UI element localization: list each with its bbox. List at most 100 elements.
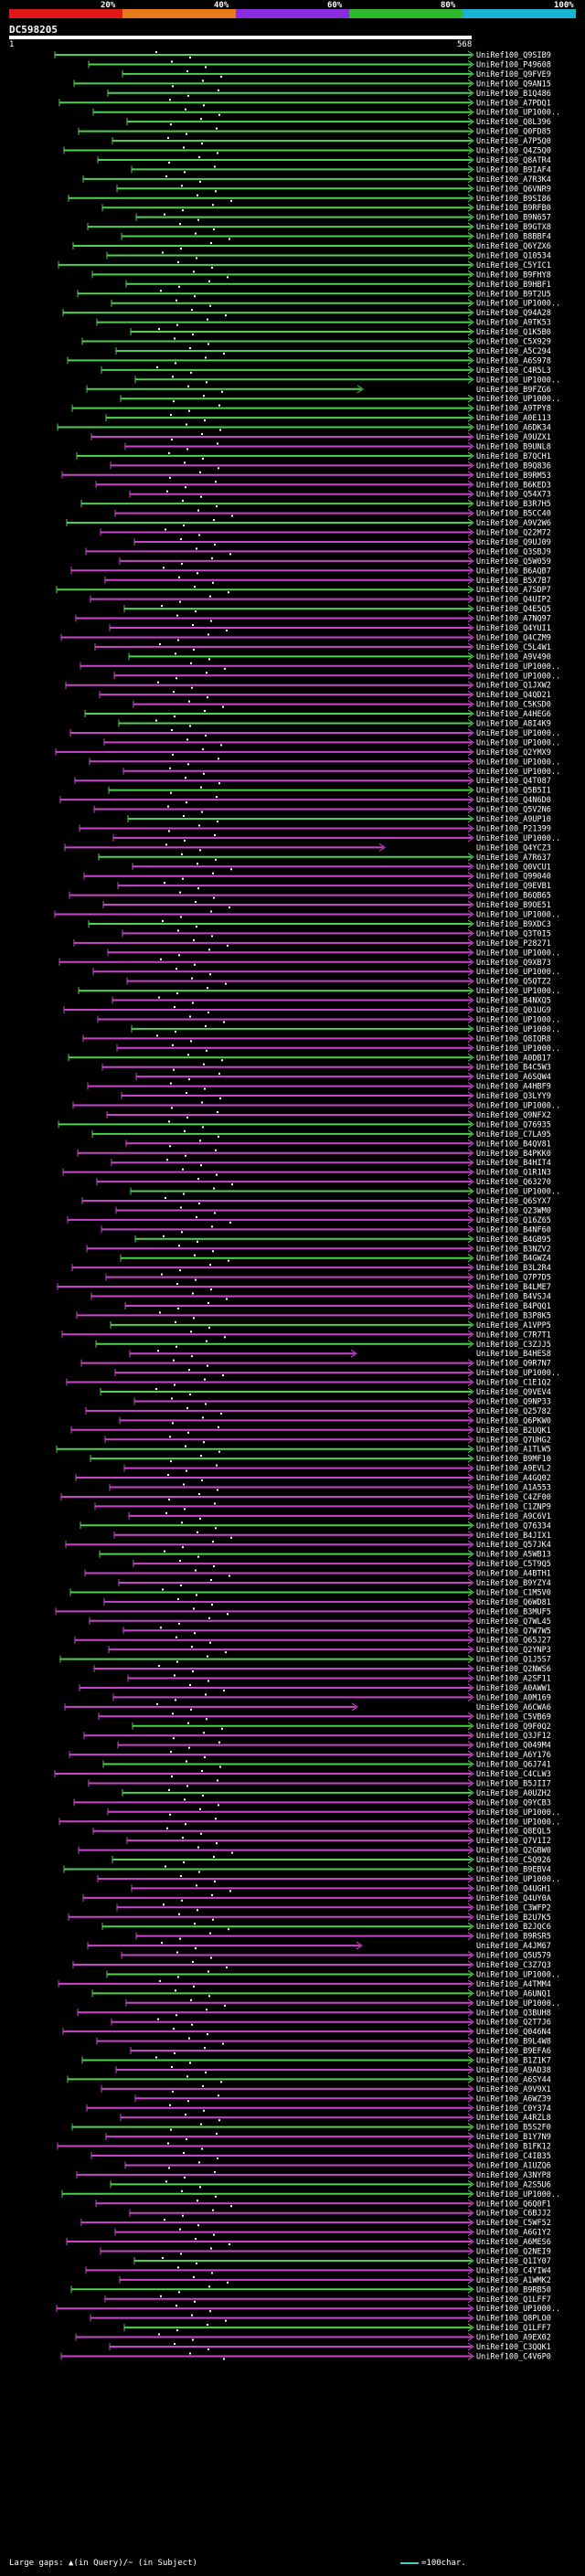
hit-row[interactable]: UniRef100_B4C5W3 — [101, 1063, 551, 1073]
hit-row[interactable]: UniRef100_UP1000.. — [107, 948, 560, 958]
hit-row[interactable]: UniRef100_B3L2R4 — [71, 1263, 551, 1273]
hit-row[interactable]: UniRef100_Q4YCZ3 — [64, 843, 551, 853]
hit-row[interactable]: UniRef100_C0Y374 — [86, 2104, 551, 2114]
hit-row[interactable]: UniRef100_Q0VCU1 — [132, 862, 551, 872]
hit-row[interactable]: UniRef100_B9OE51 — [102, 900, 551, 910]
hit-row[interactable]: UniRef100_P28271 — [73, 938, 551, 949]
hit-row[interactable]: UniRef100_Q8ATR4 — [97, 155, 551, 165]
hit-row[interactable]: UniRef100_UP1000.. — [56, 2304, 560, 2314]
hit-row[interactable]: UniRef100_C3QQK1 — [109, 2342, 551, 2352]
hit-row[interactable]: UniRef100_C5L4W1 — [94, 642, 551, 652]
hit-row[interactable]: UniRef100_C4R5L3 — [101, 366, 551, 376]
hit-row[interactable]: UniRef100_A4HEG6 — [84, 709, 551, 719]
hit-row[interactable]: UniRef100_Q0FD85 — [78, 127, 551, 137]
hit-row[interactable]: UniRef100_B4QV81 — [125, 1139, 551, 1149]
hit-row[interactable]: UniRef100_C4YIW4 — [85, 2265, 551, 2275]
hit-row[interactable]: UniRef100_A4HBF9 — [87, 1082, 551, 1092]
hit-row[interactable]: UniRef100_Q5QTZ2 — [126, 977, 551, 987]
hit-row[interactable]: UniRef100_Q6VNR9 — [116, 184, 551, 194]
hit-row[interactable]: UniRef100_A9UZX1 — [90, 432, 551, 442]
hit-row[interactable]: UniRef100_A7P5Q0 — [112, 136, 551, 146]
hit-row[interactable]: UniRef100_Q23WM0 — [115, 1206, 551, 1215]
hit-row[interactable]: UniRef100_Q4UIP2 — [90, 595, 551, 605]
hit-row[interactable]: UniRef100_C7R7T1 — [61, 1330, 551, 1340]
hit-row[interactable]: UniRef100_A4RZL8 — [120, 2113, 551, 2123]
hit-row[interactable]: UniRef100_UP1000.. — [106, 1970, 560, 1979]
hit-row[interactable]: UniRef100_Q5V2N6 — [93, 805, 551, 815]
hit-row[interactable]: UniRef100_B9GTX8 — [87, 222, 551, 232]
hit-row[interactable]: UniRef100_C3WFP2 — [116, 1903, 551, 1913]
hit-row[interactable]: UniRef100_B3R7H5 — [80, 499, 551, 509]
hit-row[interactable]: UniRef100_B1Y7N9 — [105, 2132, 551, 2142]
hit-row[interactable]: UniRef100_Q7W7W5 — [122, 1626, 551, 1636]
hit-row[interactable]: UniRef100_Q54X73 — [129, 490, 551, 500]
hit-row[interactable]: UniRef100_A8I4K9 — [118, 719, 551, 729]
hit-row[interactable]: UniRef100_A0M169 — [112, 1692, 551, 1702]
hit-row[interactable]: UniRef100_A7NQ97 — [75, 614, 551, 624]
hit-row[interactable]: UniRef100_B9FHY8 — [91, 270, 551, 280]
hit-row[interactable]: UniRef100_C4ZF00 — [60, 1492, 551, 1502]
hit-row[interactable]: UniRef100_A7SDP7 — [56, 585, 551, 595]
hit-row[interactable]: UniRef100_B4HES8 — [129, 1349, 551, 1359]
hit-row[interactable]: UniRef100_A4GQ02 — [75, 1473, 551, 1483]
hit-row[interactable]: UniRef100_B9EFA6 — [130, 2046, 551, 2056]
hit-row[interactable]: UniRef100_B9RSR5 — [135, 1932, 551, 1942]
hit-row[interactable]: UniRef100_A1UZQ6 — [124, 2161, 551, 2170]
hit-row[interactable]: UniRef100_UP1000.. — [92, 108, 560, 118]
hit-row[interactable]: UniRef100_Q1LFF7 — [104, 2295, 551, 2305]
hit-row[interactable]: UniRef100_Q1J5S7 — [59, 1655, 551, 1665]
hit-row[interactable]: UniRef100_Q6SYX7 — [81, 1196, 551, 1206]
hit-row[interactable]: UniRef100_Q1IY07 — [133, 2256, 551, 2266]
hit-row[interactable]: UniRef100_Q94A28 — [62, 308, 551, 318]
hit-row[interactable]: UniRef100_UP1000.. — [131, 1024, 560, 1034]
hit-row[interactable]: UniRef100_UP1000.. — [72, 1101, 560, 1111]
hit-row[interactable]: UniRef100_B7QCH1 — [76, 451, 551, 461]
hit-row[interactable]: UniRef100_A9TPY8 — [71, 404, 551, 414]
hit-row[interactable]: UniRef100_B9YZY4 — [118, 1578, 551, 1588]
hit-row[interactable]: UniRef100_A9TK53 — [96, 318, 551, 328]
hit-row[interactable]: UniRef100_B9EBV4 — [63, 1865, 551, 1875]
hit-row[interactable]: UniRef100_A9C6V1 — [128, 1511, 551, 1521]
hit-row[interactable]: UniRef100_UP1000.. — [92, 967, 560, 977]
hit-row[interactable]: UniRef100_Q2YMX9 — [55, 747, 551, 758]
hit-row[interactable]: UniRef100_Q3T0I5 — [122, 928, 551, 938]
hit-row[interactable]: UniRef100_Q9YCB3 — [73, 1797, 551, 1807]
hit-row[interactable]: UniRef100_C4IB35 — [90, 2151, 551, 2161]
hit-row[interactable]: UniRef100_B9N657 — [135, 213, 551, 223]
hit-row[interactable]: UniRef100_B9FZG6 — [86, 385, 551, 395]
hit-row[interactable]: UniRef100_C6BJJ2 — [129, 2209, 551, 2219]
hit-row[interactable]: UniRef100_B9IAF4 — [131, 164, 551, 175]
hit-row[interactable]: UniRef100_Q99040 — [83, 872, 551, 882]
hit-row[interactable]: UniRef100_Q1K5B0 — [130, 327, 551, 337]
hit-row[interactable]: UniRef100_Q3SBJ9 — [85, 546, 551, 557]
hit-row[interactable]: UniRef100_B9RFB0 — [101, 203, 551, 213]
hit-row[interactable]: UniRef100_UP1000.. — [80, 662, 560, 672]
hit-row[interactable]: UniRef100_Q22M72 — [100, 528, 551, 538]
hit-row[interactable]: UniRef100_Q9EVB1 — [117, 881, 551, 891]
hit-row[interactable]: UniRef100_Q16Z65 — [67, 1215, 551, 1225]
hit-row[interactable]: UniRef100_UP1000.. — [125, 1998, 560, 2009]
hit-row[interactable]: UniRef100_UP1000.. — [112, 833, 560, 843]
hit-row[interactable]: UniRef100_Q01UG9 — [63, 1005, 551, 1015]
hit-row[interactable]: UniRef100_Q2NEI9 — [100, 2247, 551, 2257]
hit-row[interactable]: UniRef100_Q7WL45 — [89, 1617, 551, 1627]
hit-row[interactable]: UniRef100_B4JIX1 — [113, 1531, 551, 1541]
hit-row[interactable]: UniRef100_B9XDC3 — [88, 919, 551, 929]
hit-row[interactable]: UniRef100_C3ZJJ5 — [95, 1340, 551, 1350]
hit-row[interactable]: UniRef100_Q8L396 — [126, 117, 551, 127]
hit-row[interactable]: UniRef100_Q046N4 — [62, 2027, 551, 2037]
hit-row[interactable]: UniRef100_C3Z7Q3 — [72, 1960, 551, 1970]
hit-row[interactable]: UniRef100_Q8EQL5 — [92, 1827, 551, 1837]
hit-row[interactable]: UniRef100_UP1000.. — [78, 986, 560, 996]
hit-row[interactable]: UniRef100_Q6WD81 — [103, 1597, 551, 1607]
hit-row[interactable]: UniRef100_UP1000.. — [114, 1368, 560, 1378]
hit-row[interactable]: UniRef100_Q4E5Q5 — [123, 604, 551, 614]
hit-row[interactable]: UniRef100_B2UQK1 — [70, 1426, 551, 1436]
hit-row[interactable]: UniRef100_Q3JF12 — [83, 1731, 551, 1741]
hit-row[interactable]: UniRef100_B8BBF4 — [121, 232, 551, 242]
hit-row[interactable]: UniRef100_UP1000.. — [61, 2189, 560, 2200]
hit-row[interactable]: UniRef100_Q6J741 — [102, 1760, 551, 1770]
hit-row[interactable]: UniRef100_A1A553 — [109, 1483, 551, 1493]
hit-row[interactable]: UniRef100_A5WB13 — [99, 1550, 551, 1560]
hit-row[interactable]: UniRef100_B2U7K5 — [68, 1913, 551, 1923]
